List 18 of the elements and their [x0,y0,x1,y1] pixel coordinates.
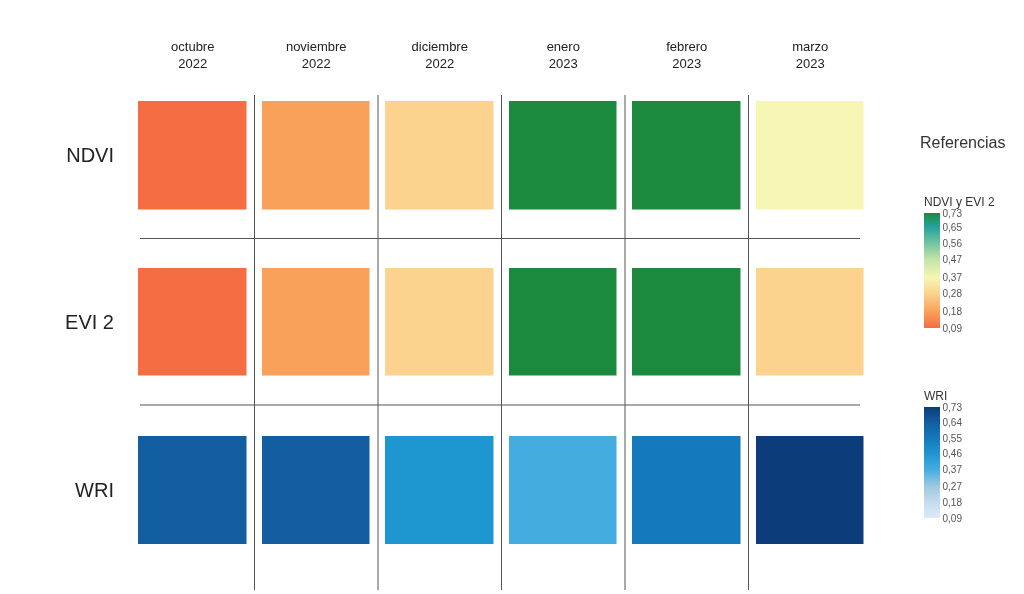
color-bar-label: 0,73 [942,207,963,219]
y-tick-label: EVI 2 [65,310,114,333]
x-tick-label: febrero 2023 [666,39,708,72]
legend-title: Referencias [920,134,1006,151]
x-tick-label: enero 2023 [546,39,580,72]
x-tick-label: noviembre 2022 [285,39,347,72]
color-bar-label: 0,47 [942,254,963,266]
x-tick-label: diciembre 2022 [411,39,468,72]
x-tick-label: marzo 2023 [792,39,829,72]
color-bar-label: 0,56 [942,238,963,250]
color-bar-label: 0,28 [942,288,963,300]
x-tick-label: octubre 2022 [171,39,215,72]
color-bar-title: NDVI y EVI 2 [924,195,996,209]
color-bar-label: 0,37 [942,272,963,284]
y-tick-label: NDVI [66,144,114,167]
color-bar-label: 0,18 [942,306,963,318]
color-bar-label: 0,09 [942,322,963,334]
color-bar-label: 0,65 [942,221,963,233]
